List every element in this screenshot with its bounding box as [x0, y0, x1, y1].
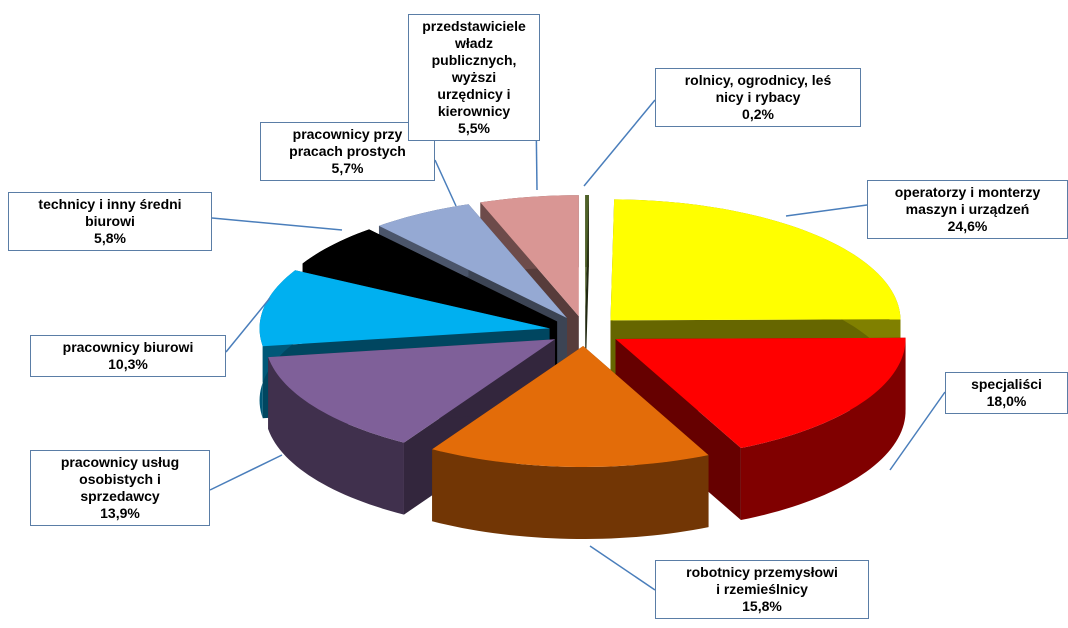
label-category: przedstawiciele władz publicznych, wyższ… — [422, 18, 526, 119]
leader-line — [589, 545, 656, 591]
slice-top — [615, 337, 906, 449]
label-category: pracownicy przy pracach prostych — [289, 126, 406, 159]
data-label: pracownicy przy pracach prostych 5,7% — [260, 122, 435, 181]
slice-top — [378, 204, 567, 319]
slice-top — [259, 270, 550, 347]
data-label: technicy i inny średni biurowi 5,8% — [8, 192, 212, 251]
label-value: 5,5% — [458, 120, 490, 136]
slice-top — [480, 195, 579, 317]
slice — [585, 194, 589, 388]
label-value: 24,6% — [947, 218, 988, 234]
data-label: pracownicy biurowi 10,3% — [30, 335, 226, 377]
label-category: operatorzy i monterzy maszyn i urządzeń — [894, 184, 1041, 217]
label-category: technicy i inny średni biurowi — [38, 196, 182, 229]
data-label: specjaliści 18,0% — [945, 372, 1068, 414]
label-category: pracownicy usług osobistych i sprzedawcy — [60, 454, 180, 504]
slice-wall — [740, 337, 906, 521]
data-label: rolnicy, ogrodnicy, leś nicy i rybacy 0,2… — [655, 68, 861, 127]
label-category: robotnicy przemysłowi i rzemieślnicy — [686, 564, 838, 597]
leader-line — [434, 159, 457, 207]
slice-top — [432, 346, 709, 467]
slice-wall — [432, 449, 709, 539]
data-label: pracownicy usług osobistych i sprzedawcy… — [30, 450, 210, 526]
label-value: 5,7% — [331, 160, 364, 176]
label-value: 10,3% — [108, 356, 148, 372]
slice-top — [610, 199, 901, 321]
label-category: rolnicy, ogrodnicy, leś nicy i rybacy — [684, 72, 832, 105]
data-label: przedstawiciele władz publicznych, wyższ… — [408, 14, 540, 141]
label-value: 18,0% — [986, 393, 1027, 409]
leader-line — [209, 454, 283, 491]
slice — [432, 346, 709, 539]
label-category: pracownicy biurowi — [62, 339, 194, 355]
leader-line — [225, 297, 271, 353]
label-value: 0,2% — [742, 106, 774, 122]
slice-top — [585, 194, 589, 316]
slice-top — [302, 229, 558, 322]
label-value: 13,9% — [100, 505, 140, 521]
label-category: specjaliści — [971, 376, 1042, 392]
leader-line — [583, 99, 656, 187]
slice-top — [268, 339, 555, 443]
leader-line — [785, 204, 868, 217]
data-label: operatorzy i monterzy maszyn i urządzeń 2… — [867, 180, 1068, 239]
leader-line — [889, 391, 946, 471]
label-value: 5,8% — [94, 230, 126, 246]
slice-wall — [268, 357, 404, 515]
data-label: robotnicy przemysłowi i rzemieślnicy 15,8… — [655, 560, 869, 619]
leader-line — [211, 217, 343, 231]
label-value: 15,8% — [742, 598, 782, 614]
